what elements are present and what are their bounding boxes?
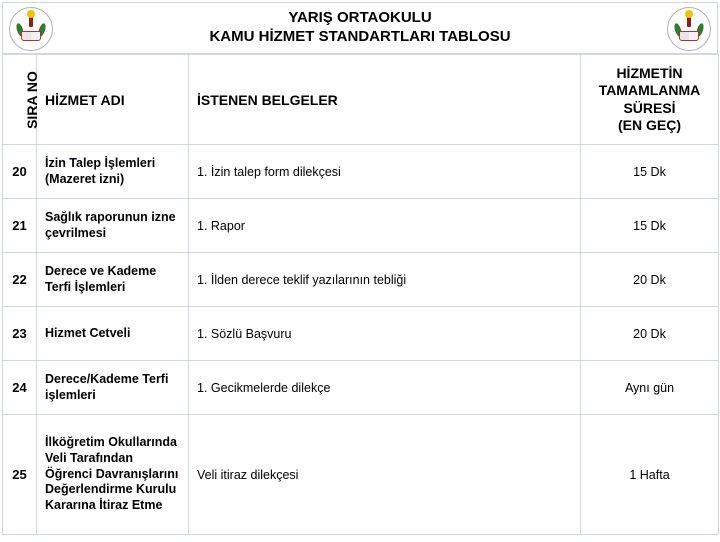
cell-service: İzin Talep İşlemleri (Mazeret izni) (37, 145, 189, 199)
table-row: 20 İzin Talep İşlemleri (Mazeret izni) 1… (3, 145, 719, 199)
table-row: 21 Sağlık raporunun izne çevrilmesi 1. R… (3, 199, 719, 253)
cell-service: İlköğretim Okullarında Veli Tarafından Ö… (37, 415, 189, 535)
col-header-sira-label: SIRA NO (24, 71, 40, 129)
cell-time: 20 Dk (581, 307, 719, 361)
cell-no: 22 (3, 253, 37, 307)
title-line-2: KAMU HİZMET STANDARTLARI TABLOSU (209, 28, 510, 47)
cell-no: 23 (3, 307, 37, 361)
cell-service: Derece/Kademe Terfi işlemleri (37, 361, 189, 415)
standards-table: SIRA NO HİZMET ADI İSTENEN BELGELER HİZM… (2, 54, 719, 535)
page-header: YARIŞ ORTAOKULU KAMU HİZMET STANDARTLARI… (2, 2, 718, 54)
cell-time: 1 Hafta (581, 415, 719, 535)
table-row: 24 Derece/Kademe Terfi işlemleri 1. Geci… (3, 361, 719, 415)
cell-docs: 1. Sözlü Başvuru (189, 307, 581, 361)
col-header-service-name: HİZMET ADI (37, 55, 189, 145)
meb-logo-right-icon (667, 7, 711, 51)
cell-service: Sağlık raporunun izne çevrilmesi (37, 199, 189, 253)
cell-docs: 1. İzin talep form dilekçesi (189, 145, 581, 199)
cell-docs: Veli itiraz dilekçesi (189, 415, 581, 535)
col-header-duration-3: SÜRESİ (589, 100, 710, 118)
title-line-1: YARIŞ ORTAOKULU (209, 9, 510, 28)
cell-no: 25 (3, 415, 37, 535)
col-header-duration-2: TAMAMLANMA (589, 82, 710, 100)
cell-no: 21 (3, 199, 37, 253)
page-title: YARIŞ ORTAOKULU KAMU HİZMET STANDARTLARI… (209, 9, 510, 47)
cell-docs: 1. İlden derece teklif yazılarının tebli… (189, 253, 581, 307)
cell-docs: 1. Rapor (189, 199, 581, 253)
meb-logo-left-icon (9, 7, 53, 51)
table-row: 25 İlköğretim Okullarında Veli Tarafında… (3, 415, 719, 535)
cell-no: 24 (3, 361, 37, 415)
cell-time: 15 Dk (581, 199, 719, 253)
cell-time: 20 Dk (581, 253, 719, 307)
cell-time: 15 Dk (581, 145, 719, 199)
cell-no: 20 (3, 145, 37, 199)
col-header-documents: İSTENEN BELGELER (189, 55, 581, 145)
col-header-duration-4: (EN GEÇ) (589, 117, 710, 135)
cell-service: Hizmet Cetveli (37, 307, 189, 361)
table-row: 22 Derece ve Kademe Terfi İşlemleri 1. İ… (3, 253, 719, 307)
table-header-row: SIRA NO HİZMET ADI İSTENEN BELGELER HİZM… (3, 55, 719, 145)
cell-service: Derece ve Kademe Terfi İşlemleri (37, 253, 189, 307)
col-header-duration: HİZMETİN TAMAMLANMA SÜRESİ (EN GEÇ) (581, 55, 719, 145)
cell-time: Aynı gün (581, 361, 719, 415)
cell-docs: 1. Gecikmelerde dilekçe (189, 361, 581, 415)
col-header-duration-1: HİZMETİN (589, 65, 710, 83)
col-header-sira: SIRA NO (3, 55, 37, 145)
table-row: 23 Hizmet Cetveli 1. Sözlü Başvuru 20 Dk (3, 307, 719, 361)
